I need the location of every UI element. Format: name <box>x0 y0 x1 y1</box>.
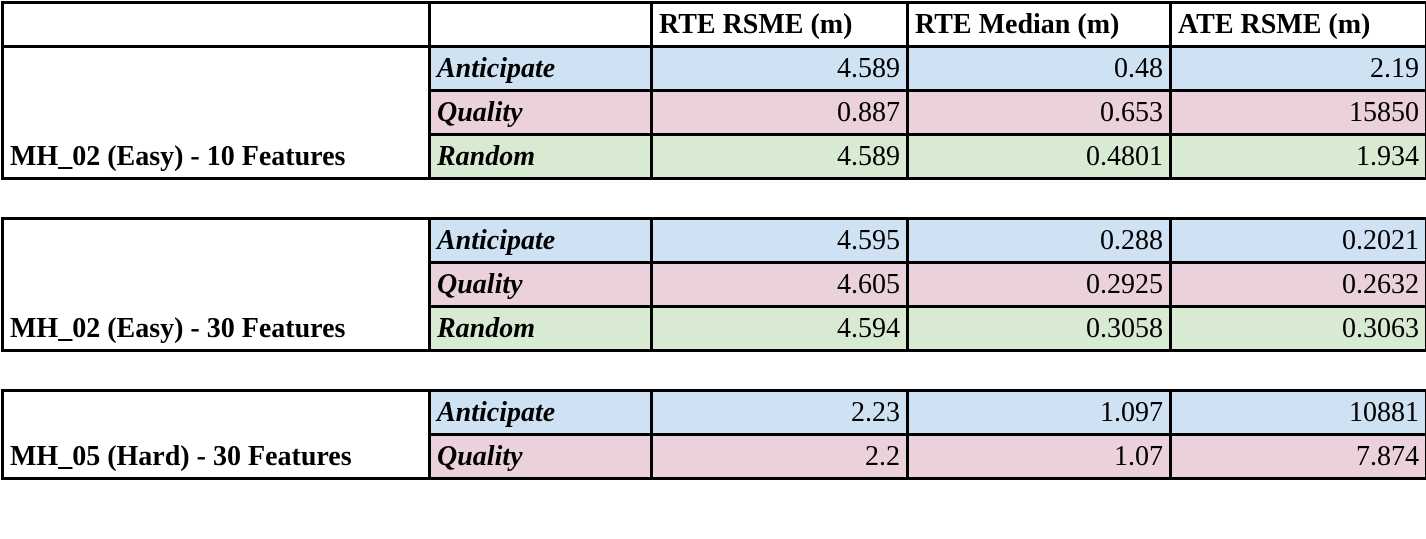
results-table: RTE RSME (m) RTE Median (m) ATE RSME (m)… <box>1 1 1426 480</box>
rte-median-cell: 0.2925 <box>908 263 1171 307</box>
rte-rsme-cell: 4.589 <box>652 135 908 179</box>
ate-rsme-cell: 1.934 <box>1171 135 1426 179</box>
method-cell: Random <box>430 135 652 179</box>
spacer-row <box>3 179 1426 219</box>
header-blank-1 <box>3 3 430 47</box>
rte-median-cell: 1.097 <box>908 391 1171 435</box>
rte-rsme-cell: 2.23 <box>652 391 908 435</box>
method-cell: Quality <box>430 91 652 135</box>
method-cell: Quality <box>430 435 652 479</box>
rte-median-cell: 0.3058 <box>908 307 1171 351</box>
spacer-cell <box>3 179 1426 219</box>
group-label: MH_05 (Hard) - 30 Features <box>3 391 430 479</box>
ate-rsme-cell: 2.19 <box>1171 47 1426 91</box>
method-cell: Anticipate <box>430 391 652 435</box>
ate-rsme-cell: 0.2021 <box>1171 219 1426 263</box>
rte-rsme-cell: 4.589 <box>652 47 908 91</box>
method-cell: Random <box>430 307 652 351</box>
header-blank-2 <box>430 3 652 47</box>
header-ate-rsme: ATE RSME (m) <box>1171 3 1426 47</box>
rte-rsme-cell: 2.2 <box>652 435 908 479</box>
table-row: MH_02 (Easy) - 30 Features Anticipate 4.… <box>3 219 1426 263</box>
rte-median-cell: 0.48 <box>908 47 1171 91</box>
header-rte-median: RTE Median (m) <box>908 3 1171 47</box>
ate-rsme-cell: 10881 <box>1171 391 1426 435</box>
group-label: MH_02 (Easy) - 10 Features <box>3 47 430 179</box>
ate-rsme-cell: 0.3063 <box>1171 307 1426 351</box>
rte-median-cell: 0.288 <box>908 219 1171 263</box>
spacer-row <box>3 351 1426 391</box>
ate-rsme-cell: 0.2632 <box>1171 263 1426 307</box>
method-cell: Anticipate <box>430 47 652 91</box>
rte-rsme-cell: 4.605 <box>652 263 908 307</box>
rte-rsme-cell: 0.887 <box>652 91 908 135</box>
table-row: MH_05 (Hard) - 30 Features Anticipate 2.… <box>3 391 1426 435</box>
spacer-cell <box>3 351 1426 391</box>
header-rte-rsme: RTE RSME (m) <box>652 3 908 47</box>
ate-rsme-cell: 7.874 <box>1171 435 1426 479</box>
table-row: MH_02 (Easy) - 10 Features Anticipate 4.… <box>3 47 1426 91</box>
rte-rsme-cell: 4.595 <box>652 219 908 263</box>
group-label: MH_02 (Easy) - 30 Features <box>3 219 430 351</box>
method-cell: Quality <box>430 263 652 307</box>
method-cell: Anticipate <box>430 219 652 263</box>
rte-median-cell: 0.653 <box>908 91 1171 135</box>
ate-rsme-cell: 15850 <box>1171 91 1426 135</box>
rte-median-cell: 0.4801 <box>908 135 1171 179</box>
rte-median-cell: 1.07 <box>908 435 1171 479</box>
rte-rsme-cell: 4.594 <box>652 307 908 351</box>
header-row: RTE RSME (m) RTE Median (m) ATE RSME (m) <box>3 3 1426 47</box>
